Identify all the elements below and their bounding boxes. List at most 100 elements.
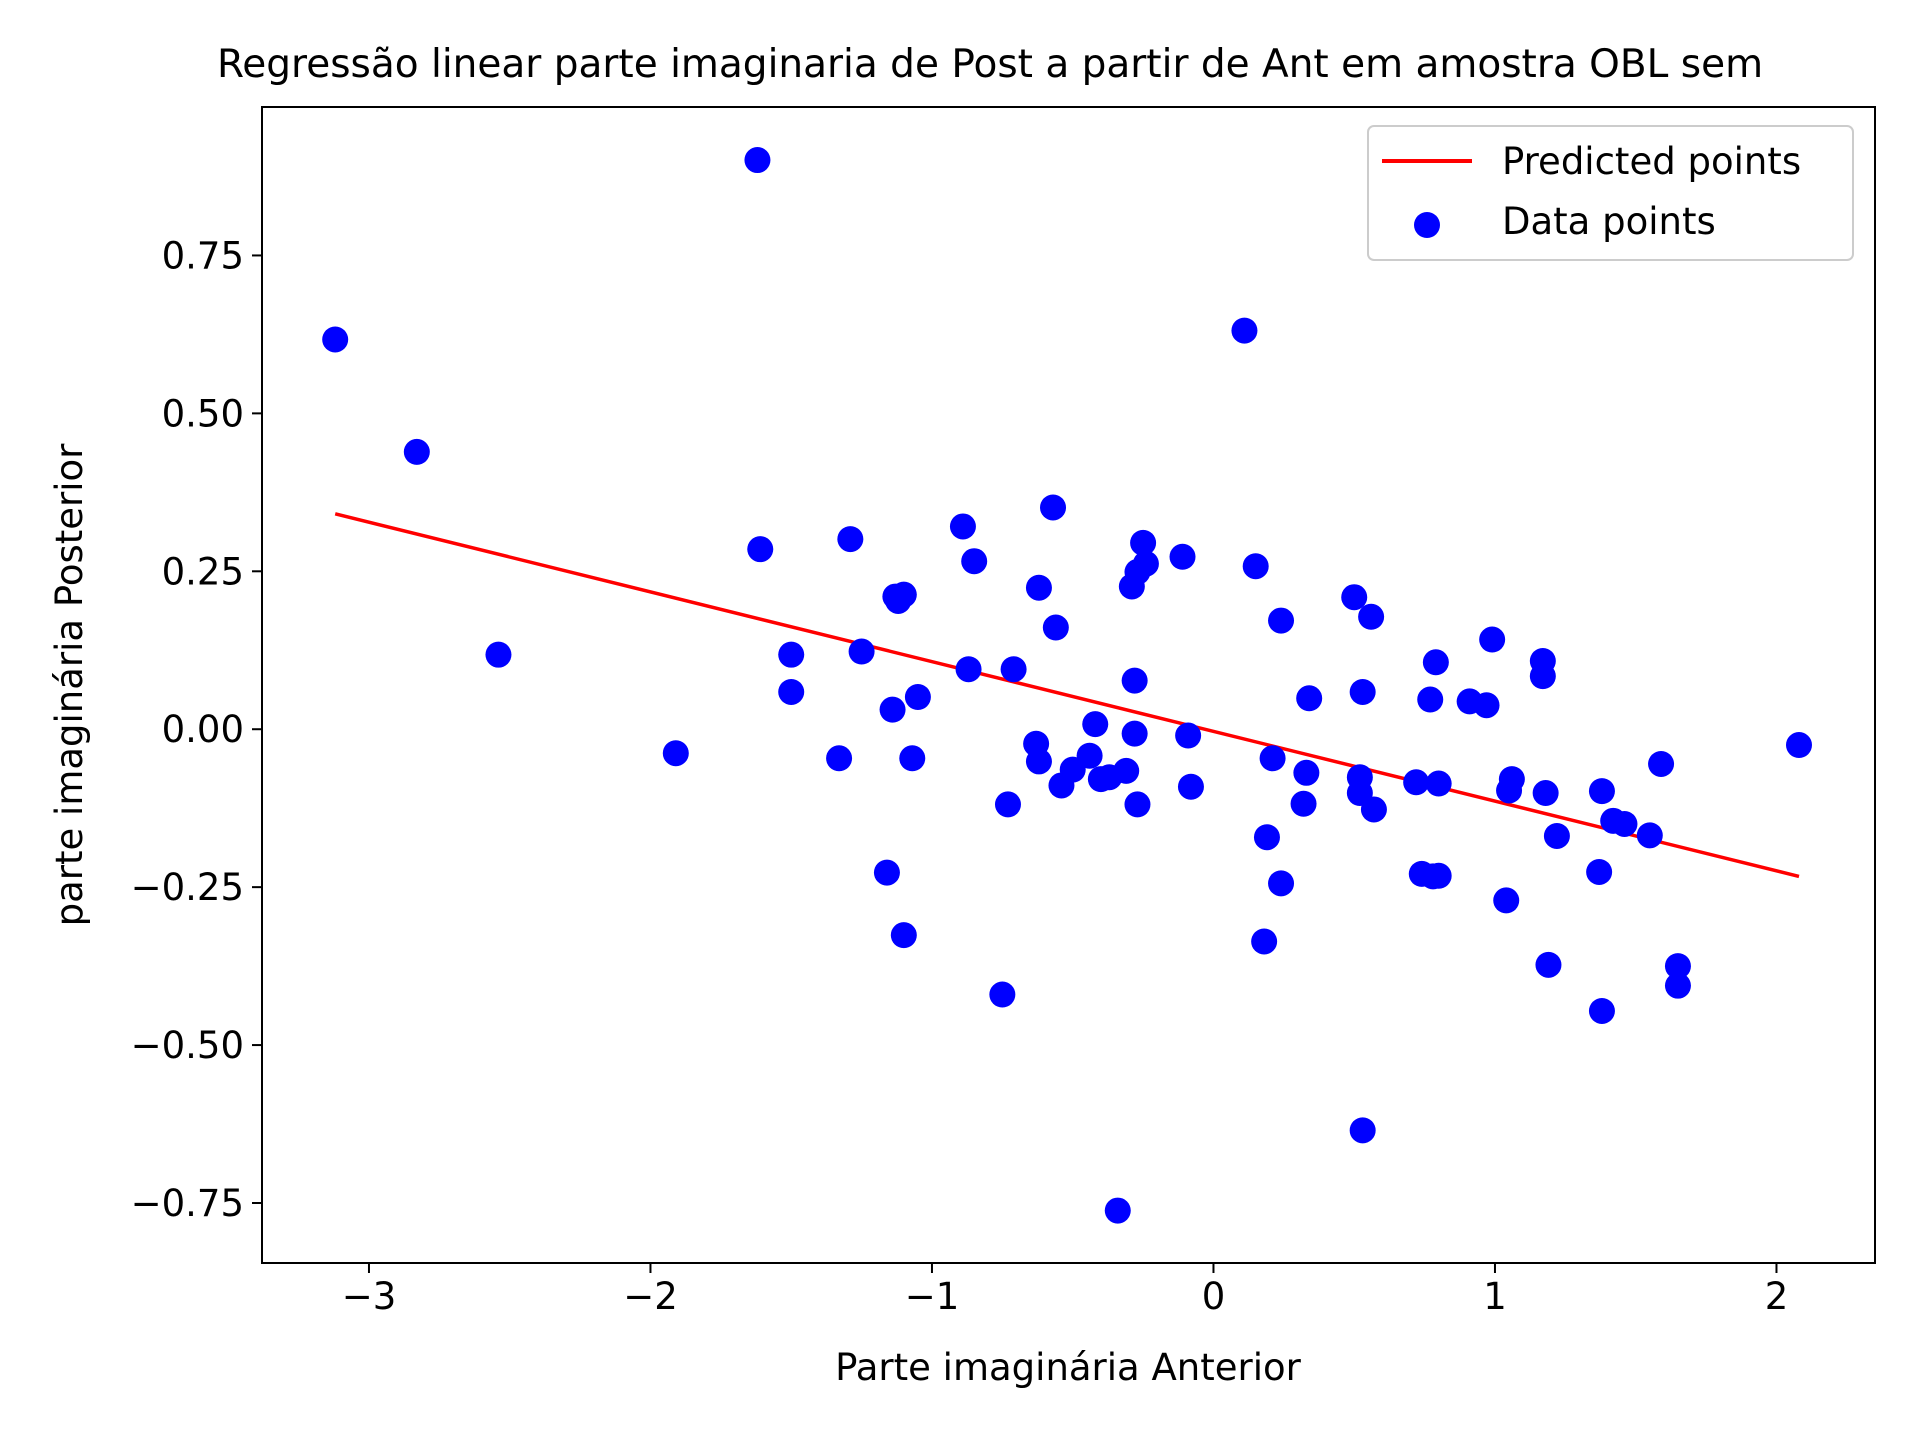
regression-line xyxy=(334,512,1800,879)
data-point xyxy=(879,696,906,723)
y-tick-label: −0.75 xyxy=(131,1182,244,1225)
data-point xyxy=(955,656,982,683)
data-point xyxy=(848,638,875,665)
data-point xyxy=(949,513,976,540)
data-point xyxy=(1132,550,1159,577)
data-point xyxy=(1498,766,1525,793)
data-point xyxy=(1259,745,1286,772)
data-point xyxy=(485,641,512,668)
data-point xyxy=(1636,822,1663,849)
data-point xyxy=(1349,1117,1376,1144)
data-point xyxy=(1425,770,1452,797)
data-point xyxy=(1290,790,1317,817)
data-point xyxy=(1076,742,1103,769)
data-point xyxy=(1360,796,1387,823)
y-axis-ticks: −0.75 −0.50 −0.25 0.00 0.25 0.50 0.75 xyxy=(131,234,262,1225)
data-point xyxy=(1042,614,1069,641)
y-tick-label: 0.00 xyxy=(162,708,244,751)
data-point xyxy=(1000,656,1027,683)
data-point xyxy=(1121,720,1148,747)
data-point xyxy=(1532,780,1559,807)
data-point xyxy=(1121,667,1148,694)
y-tick-label: 0.25 xyxy=(162,550,244,593)
data-point xyxy=(1611,810,1638,837)
legend-frame xyxy=(1367,125,1854,261)
legend-label-data: Data points xyxy=(1502,200,1716,243)
data-point xyxy=(1040,494,1067,521)
data-point xyxy=(1268,607,1295,634)
legend-marker-swatch xyxy=(1414,212,1440,238)
plot-area-background xyxy=(262,107,1875,1263)
data-point xyxy=(747,536,774,563)
data-point xyxy=(1422,649,1449,676)
data-point xyxy=(890,922,917,949)
data-point xyxy=(744,147,771,174)
data-point xyxy=(1253,824,1280,851)
data-point xyxy=(1417,686,1444,713)
data-point xyxy=(322,326,349,353)
data-point xyxy=(1349,678,1376,705)
data-point xyxy=(961,548,988,575)
data-point xyxy=(1113,757,1140,784)
data-point xyxy=(662,740,689,767)
data-point xyxy=(1535,951,1562,978)
x-tick-label: 2 xyxy=(1765,1275,1789,1318)
chart-title: Regressão linear parte imaginaria de Pos… xyxy=(217,42,1763,87)
y-tick-label: −0.50 xyxy=(131,1024,244,1067)
x-axis-ticks: −3 −2 −1 0 1 2 xyxy=(342,1263,1789,1318)
data-point xyxy=(1293,759,1320,786)
data-point xyxy=(1124,791,1151,818)
plot-area-frame xyxy=(261,106,1876,1264)
legend-label-predicted: Predicted points xyxy=(1502,140,1801,183)
data-point xyxy=(1529,647,1556,674)
data-point xyxy=(778,641,805,668)
data-point xyxy=(1169,543,1196,570)
data-point xyxy=(837,526,864,553)
x-tick-label: −3 xyxy=(342,1275,397,1318)
data-point xyxy=(989,981,1016,1008)
x-tick-label: −2 xyxy=(623,1275,678,1318)
data-point xyxy=(899,745,926,772)
data-point xyxy=(1479,626,1506,653)
data-point xyxy=(826,745,853,772)
data-point xyxy=(1473,692,1500,719)
data-point xyxy=(1664,953,1691,980)
data-point xyxy=(1268,870,1295,897)
data-point xyxy=(1104,1197,1131,1224)
data-point xyxy=(890,581,917,608)
y-tick-label: 0.50 xyxy=(162,392,244,435)
x-tick-label: 1 xyxy=(1483,1275,1507,1318)
data-point xyxy=(1341,584,1368,611)
data-point xyxy=(1242,553,1269,580)
data-point xyxy=(1403,769,1430,796)
y-tick-label: −0.25 xyxy=(131,866,244,909)
data-point xyxy=(1082,711,1109,738)
x-tick-label: −1 xyxy=(905,1275,960,1318)
legend: Predicted points Data points xyxy=(1367,125,1854,261)
data-point xyxy=(1025,574,1052,601)
data-point xyxy=(1586,858,1613,885)
x-axis-label: Parte imaginária Anterior xyxy=(835,1346,1302,1389)
data-point xyxy=(1025,748,1052,775)
data-point xyxy=(873,859,900,886)
data-point xyxy=(1588,778,1615,805)
data-point xyxy=(1130,529,1157,556)
regression-line-series xyxy=(334,512,1800,879)
data-point xyxy=(1664,972,1691,999)
data-point xyxy=(1543,822,1570,849)
data-point xyxy=(1231,317,1258,344)
data-point xyxy=(1358,603,1385,630)
data-point xyxy=(1296,685,1323,712)
data-point xyxy=(1425,862,1452,889)
data-point xyxy=(1177,773,1204,800)
data-point xyxy=(994,791,1021,818)
data-point xyxy=(1785,732,1812,759)
y-axis-label: parte imaginária Posterior xyxy=(48,443,91,927)
x-tick-label: 0 xyxy=(1202,1275,1226,1318)
data-point xyxy=(778,678,805,705)
data-point xyxy=(1648,750,1675,777)
data-point xyxy=(1588,997,1615,1024)
data-point xyxy=(1175,722,1202,749)
data-point xyxy=(904,684,931,711)
